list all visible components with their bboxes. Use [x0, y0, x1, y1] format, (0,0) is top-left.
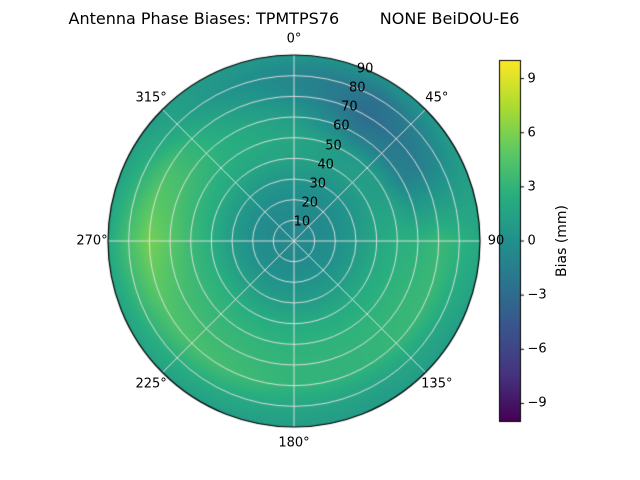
- colorbar-tick-label: −3: [527, 287, 547, 303]
- theta-tick-label: 225°: [135, 376, 167, 392]
- theta-tick-label: 0°: [286, 31, 302, 47]
- colorbar-tick-label: 6: [527, 125, 536, 141]
- theta-tick-label: 315°: [135, 90, 167, 106]
- theta-tick-label: 135°: [421, 376, 453, 392]
- r-tick-label: 30: [309, 176, 326, 192]
- r-tick-label: 10: [293, 214, 311, 230]
- r-tick-label: 40: [317, 157, 334, 173]
- r-tick-label: 70: [341, 99, 358, 115]
- colorbar-tick-label: 9: [527, 71, 536, 87]
- r-tick-label: 60: [333, 118, 350, 134]
- colorbar-axis-label: Bias (mm): [554, 204, 570, 278]
- r-tick-label: 20: [301, 195, 319, 211]
- r-tick-label: 80: [348, 80, 366, 96]
- colorbar-tick-label: 3: [527, 179, 536, 195]
- colorbar-tick-label: −6: [527, 341, 547, 357]
- theta-tick-label: 45°: [425, 90, 449, 106]
- theta-tick-label: 270°: [76, 233, 108, 249]
- theta-tick-label: 180°: [278, 435, 310, 451]
- r-tick-label: 50: [325, 138, 342, 154]
- colorbar-tick-label: −9: [527, 395, 547, 411]
- colorbar-tick-label: 0: [527, 233, 536, 249]
- r-tick-label: 90: [356, 61, 374, 77]
- theta-tick-label: 90: [487, 233, 505, 249]
